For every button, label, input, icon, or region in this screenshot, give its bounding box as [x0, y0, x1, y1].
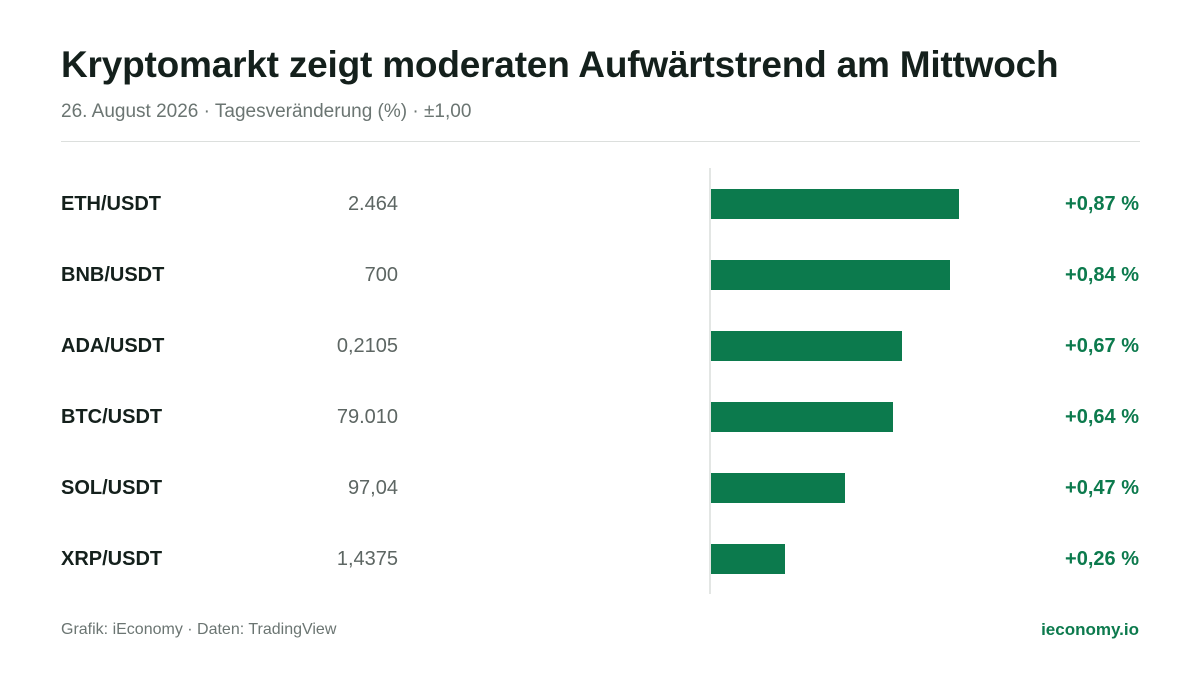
price-value: 700 [364, 264, 398, 286]
change-label: +0,87 % [1065, 193, 1139, 215]
price-value: 97,04 [347, 477, 398, 499]
change-bar [711, 331, 902, 361]
pair-label: XRP/USDT [61, 548, 163, 570]
brand-link[interactable]: ieconomy.io [1041, 620, 1139, 639]
change-bar [711, 260, 950, 290]
change-bar [711, 473, 845, 503]
bar-row: ETH/USDT 2.464 +0,87 % [0, 189, 1200, 249]
source-credit: Grafik: iEconomy · Daten: TradingView [61, 621, 337, 638]
bar-row: XRP/USDT 1,4375 +0,26 % [0, 544, 1200, 604]
pair-label: BTC/USDT [61, 406, 163, 428]
bar-row: BTC/USDT 79.010 +0,64 % [0, 402, 1200, 462]
change-label: +0,26 % [1065, 548, 1139, 570]
chart-subtitle: 26. August 2026 · Tagesveränderung (%) ·… [61, 101, 472, 122]
change-label: +0,84 % [1065, 264, 1139, 286]
change-label: +0,64 % [1065, 406, 1139, 428]
bar-row: SOL/USDT 97,04 +0,47 % [0, 473, 1200, 533]
bar-row: ADA/USDT 0,2105 +0,67 % [0, 331, 1200, 391]
change-label: +0,67 % [1065, 335, 1139, 357]
change-bar [711, 402, 893, 432]
pair-label: SOL/USDT [61, 477, 163, 499]
change-bar [711, 544, 785, 574]
price-value: 0,2105 [336, 335, 398, 357]
price-value: 2.464 [347, 193, 398, 215]
pair-label: BNB/USDT [61, 264, 165, 286]
price-value: 79.010 [336, 406, 398, 428]
price-value: 1,4375 [336, 548, 398, 570]
chart-title: Kryptomarkt zeigt moderaten Aufwärtstren… [61, 44, 1059, 85]
pair-label: ETH/USDT [61, 193, 161, 215]
change-bar [711, 189, 959, 219]
bar-row: BNB/USDT 700 +0,84 % [0, 260, 1200, 320]
pair-label: ADA/USDT [61, 335, 165, 357]
change-label: +0,47 % [1065, 477, 1139, 499]
zero-axis-line [709, 168, 711, 594]
header-divider [61, 141, 1140, 142]
